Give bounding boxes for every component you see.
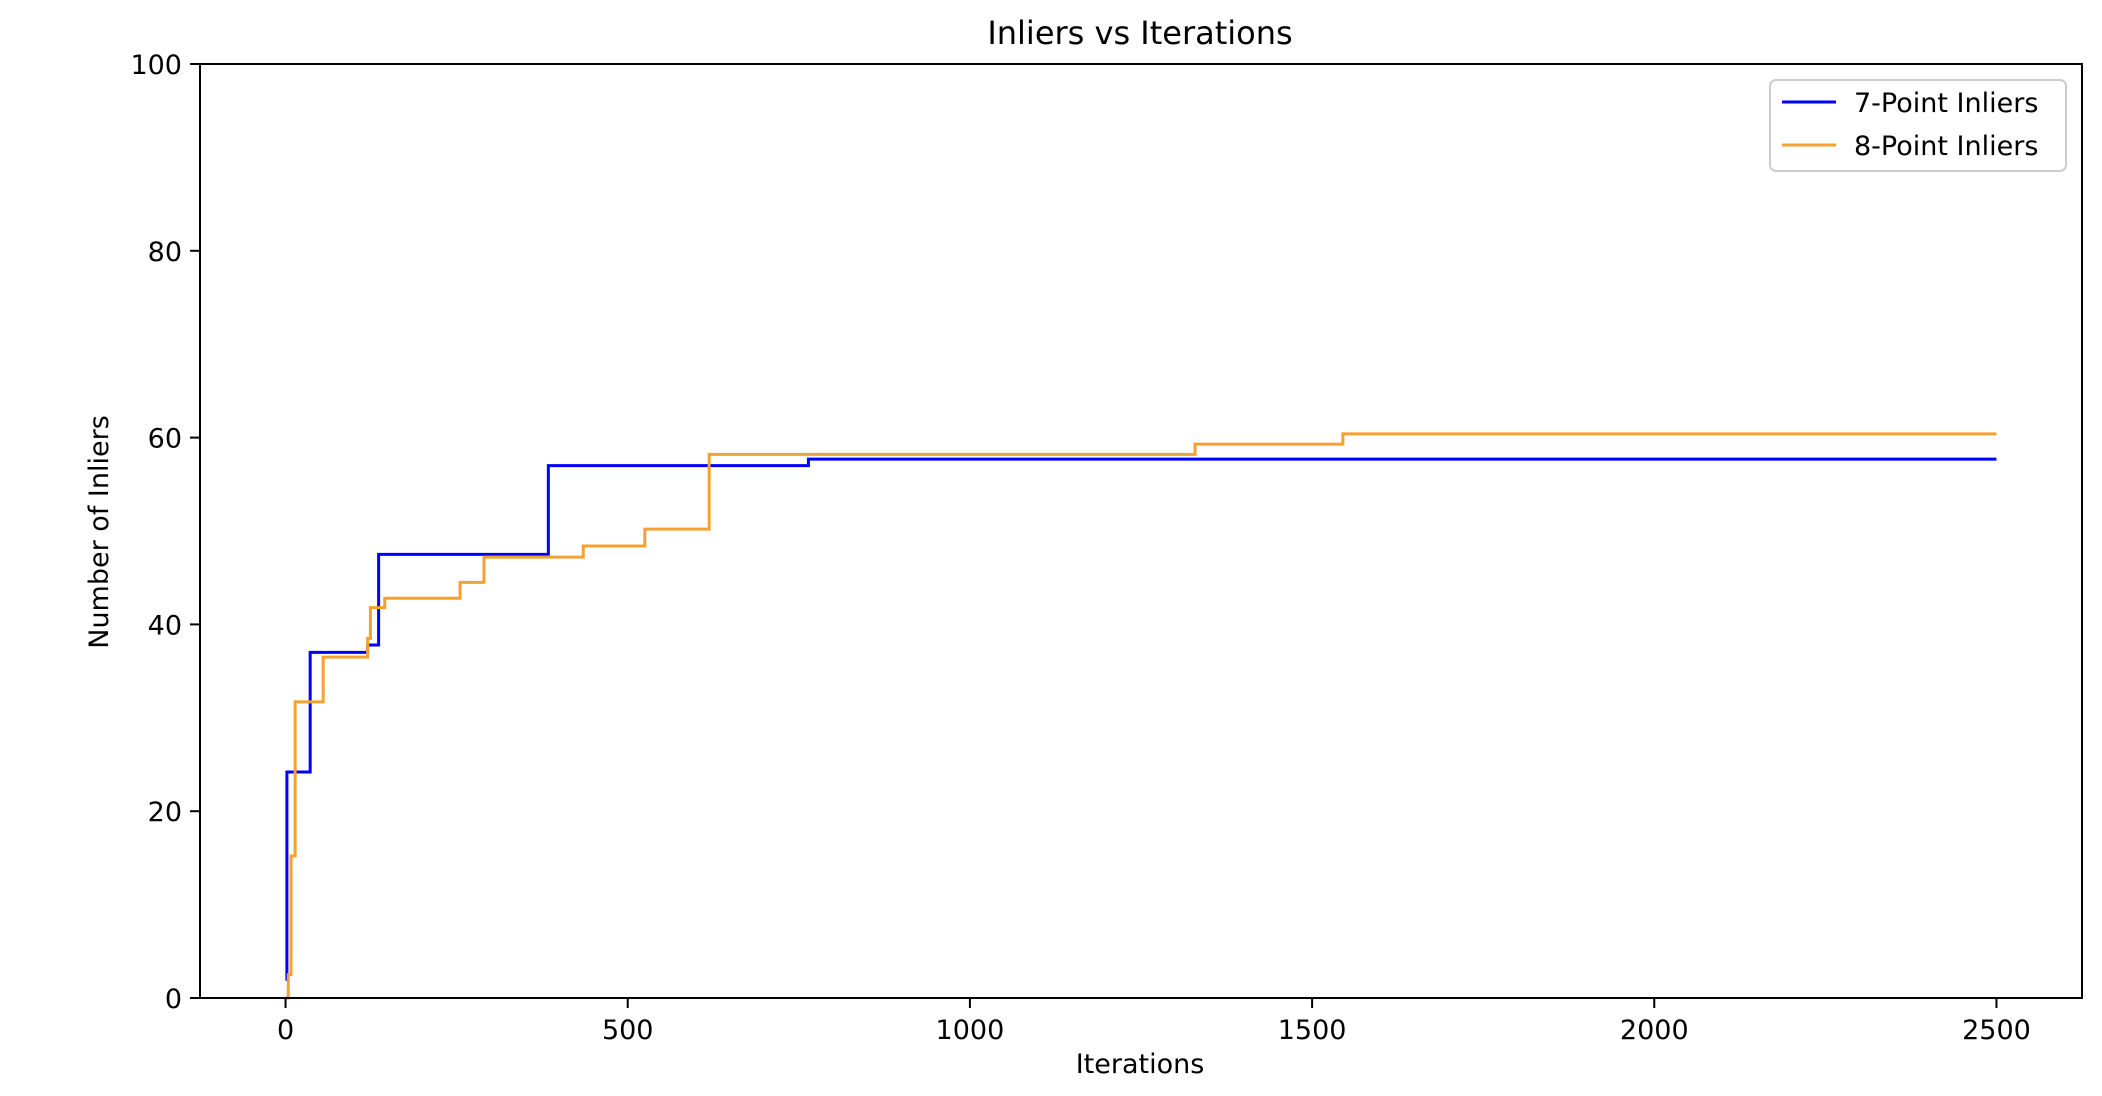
y-tick-label: 20	[148, 797, 182, 828]
axes: 0 500 1000 1500 2000 2500 0 20 40 60 80 100	[130, 50, 2083, 1046]
series-line-1	[285, 457, 1997, 981]
y-tick-label: 60	[148, 424, 182, 455]
y-tick-label: 80	[148, 237, 182, 268]
x-tick-label: 2000	[1620, 1015, 1689, 1046]
chart-title: Inliers vs Iterations	[987, 14, 1292, 52]
x-tick-label: 2500	[1962, 1015, 2031, 1046]
x-tick-label: 1500	[1278, 1015, 1347, 1046]
legend-label: 7-Point Inliers	[1854, 88, 2038, 119]
series-line-2	[285, 432, 1997, 1000]
legend-label: 8-Point Inliers	[1854, 131, 2038, 162]
legend-box	[1769, 79, 2067, 172]
x-axis-label: Iterations	[1076, 1049, 1205, 1080]
y-axis-label: Number of Inliers	[84, 415, 115, 649]
x-tick-label: 0	[277, 1015, 294, 1046]
y-tick-label: 40	[148, 610, 182, 641]
x-tick-label: 500	[602, 1015, 654, 1046]
legend: 7-Point Inliers 8-Point Inliers	[1769, 79, 2067, 172]
plot-area	[285, 432, 1997, 1000]
y-tick-label: 0	[165, 984, 182, 1015]
y-tick-label: 100	[130, 50, 182, 81]
x-tick-label: 1000	[936, 1015, 1005, 1046]
plot-frame	[199, 63, 2083, 999]
